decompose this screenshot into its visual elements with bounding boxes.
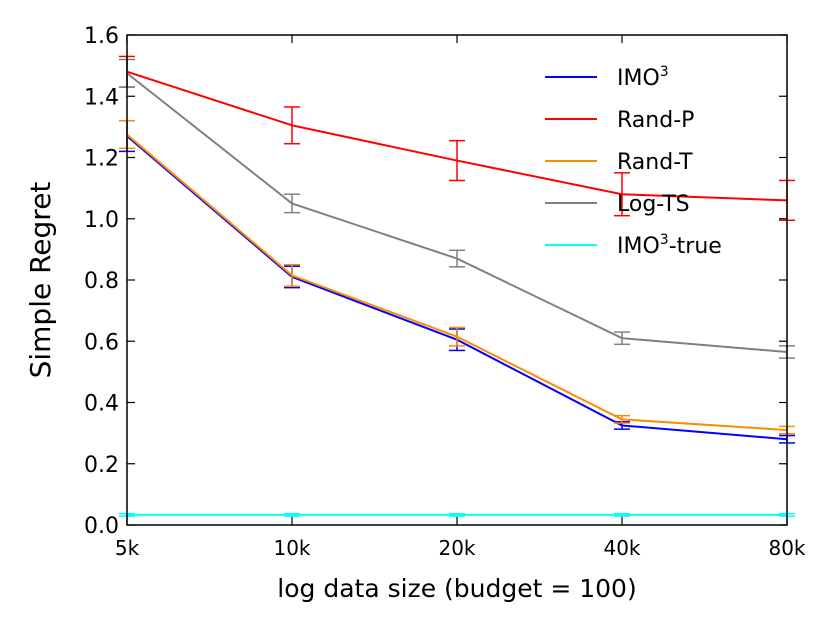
y-tick-label: 1.4 bbox=[84, 85, 119, 110]
error-bar bbox=[284, 106, 300, 145]
legend-label-text: Rand-T bbox=[617, 150, 693, 175]
x-tick-label: 40k bbox=[603, 536, 640, 560]
legend-entry: IMO3 bbox=[545, 64, 669, 91]
y-tick-label: 0.8 bbox=[84, 269, 119, 294]
error-bar bbox=[284, 263, 300, 287]
error-bar bbox=[614, 414, 630, 424]
axes: 0.0 0.2 0.4 0.6 0.8 1.0 1.2 1.4 1.6 5k 10k 20k 40k 80… bbox=[84, 24, 806, 560]
y-axis-label: Simple Regret bbox=[24, 182, 57, 379]
x-tick-label: 80k bbox=[768, 536, 805, 560]
legend-label: Rand-P bbox=[617, 108, 694, 133]
x-axis-label: log data size (budget = 100) bbox=[277, 574, 636, 603]
error-bar bbox=[449, 326, 465, 347]
legend-label: IMO3-true bbox=[617, 232, 722, 259]
legend-label-text: Log-TS bbox=[617, 192, 690, 217]
legend-entry: Rand-T bbox=[545, 150, 693, 175]
y-tick-label: 0.2 bbox=[84, 453, 119, 478]
series-1 bbox=[119, 55, 795, 222]
y-tick-label: 0.6 bbox=[84, 330, 119, 355]
error-bar bbox=[614, 331, 630, 346]
x-tick-label: 10k bbox=[273, 536, 310, 560]
error-bar bbox=[614, 512, 630, 517]
series-4 bbox=[119, 512, 795, 517]
x-tick-label: 5k bbox=[115, 536, 140, 560]
legend-label-text: IMO bbox=[617, 234, 660, 259]
legend-label-text: Rand-P bbox=[617, 108, 694, 133]
error-bar bbox=[614, 172, 630, 217]
y-tick-label: 0.4 bbox=[84, 392, 119, 417]
legend-label: Rand-T bbox=[617, 150, 693, 175]
y-tick-label: 1.2 bbox=[84, 147, 119, 172]
error-bar bbox=[284, 512, 300, 517]
legend-label-superscript: 3 bbox=[660, 232, 669, 248]
x-tick-label: 20k bbox=[438, 536, 475, 560]
legend-label: Log-TS bbox=[617, 192, 690, 217]
legend-label-suffix: -true bbox=[669, 234, 722, 259]
legend-label-text: IMO bbox=[617, 66, 660, 91]
error-bar bbox=[449, 249, 465, 268]
error-bar bbox=[284, 193, 300, 214]
series-line bbox=[126, 135, 788, 441]
legend-entry: Log-TS bbox=[545, 192, 690, 217]
plot-marks bbox=[119, 55, 795, 517]
error-bar bbox=[449, 512, 465, 517]
legend-label: IMO3 bbox=[617, 64, 669, 91]
series-3 bbox=[119, 58, 795, 359]
y-tick-label: 1.6 bbox=[84, 24, 119, 49]
y-tick-label: 0.0 bbox=[84, 514, 119, 539]
legend-label-superscript: 3 bbox=[660, 64, 669, 80]
legend-entry: IMO3-true bbox=[545, 232, 722, 259]
y-tick-label: 1.0 bbox=[84, 208, 119, 233]
error-bar bbox=[449, 139, 465, 182]
legend-entry: Rand-P bbox=[545, 108, 694, 133]
